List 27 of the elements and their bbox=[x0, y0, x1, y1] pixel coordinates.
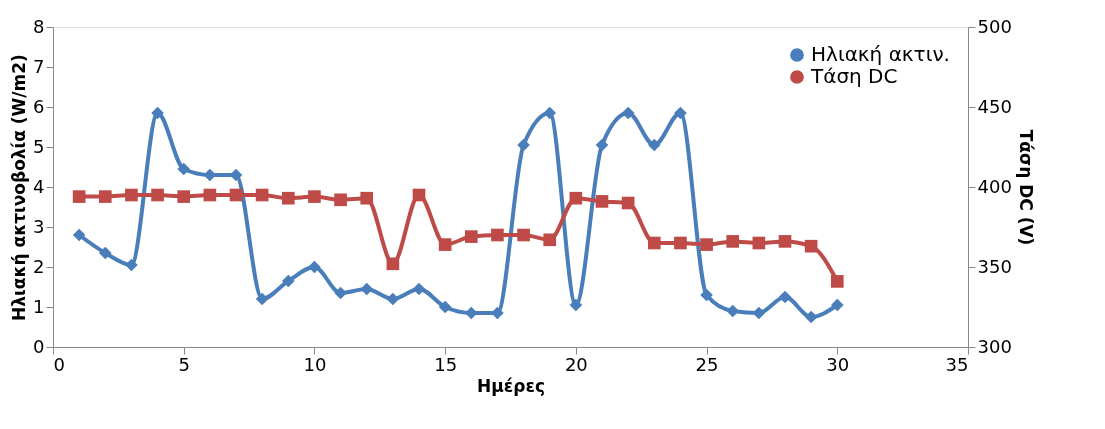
legend-label: Τάση DC bbox=[810, 64, 898, 88]
y-tick-label: 7 bbox=[33, 55, 45, 77]
y2-tick-label: 500 bbox=[977, 15, 1012, 37]
y2-tick-label: 400 bbox=[977, 175, 1012, 197]
x-tick-label: 5 bbox=[178, 353, 190, 375]
y-axis-title: Ηλιακή ακτινοβολία (W/m2) bbox=[9, 54, 30, 321]
x-tick-label: 35 bbox=[945, 353, 969, 375]
y-tick-label: 4 bbox=[33, 175, 45, 197]
y-tick-label: 0 bbox=[33, 335, 45, 357]
x-tick-label: 15 bbox=[434, 353, 458, 375]
y-tick-label: 1 bbox=[33, 295, 45, 317]
y2-tick-label: 450 bbox=[977, 95, 1012, 117]
y-tick-label: 2 bbox=[33, 255, 45, 277]
x-tick-label: 25 bbox=[695, 353, 719, 375]
y2-axis-title: Τάση DC (V) bbox=[1015, 129, 1036, 246]
x-tick-label: 10 bbox=[303, 353, 327, 375]
y-tick-label: 6 bbox=[33, 95, 45, 117]
legend-label: Ηλιακή ακτιν. bbox=[811, 42, 950, 66]
x-tick-label: 0 bbox=[53, 353, 65, 375]
y-tick-label: 8 bbox=[33, 15, 45, 37]
x-axis-title: Ημέρες bbox=[477, 375, 545, 396]
y-tick-label: 5 bbox=[33, 135, 45, 157]
x-tick-label: 20 bbox=[564, 353, 588, 375]
y-tick-label: 3 bbox=[33, 215, 45, 237]
y2-tick-label: 300 bbox=[977, 335, 1012, 357]
x-tick-label: 30 bbox=[826, 353, 850, 375]
y2-tick-label: 350 bbox=[977, 255, 1012, 277]
